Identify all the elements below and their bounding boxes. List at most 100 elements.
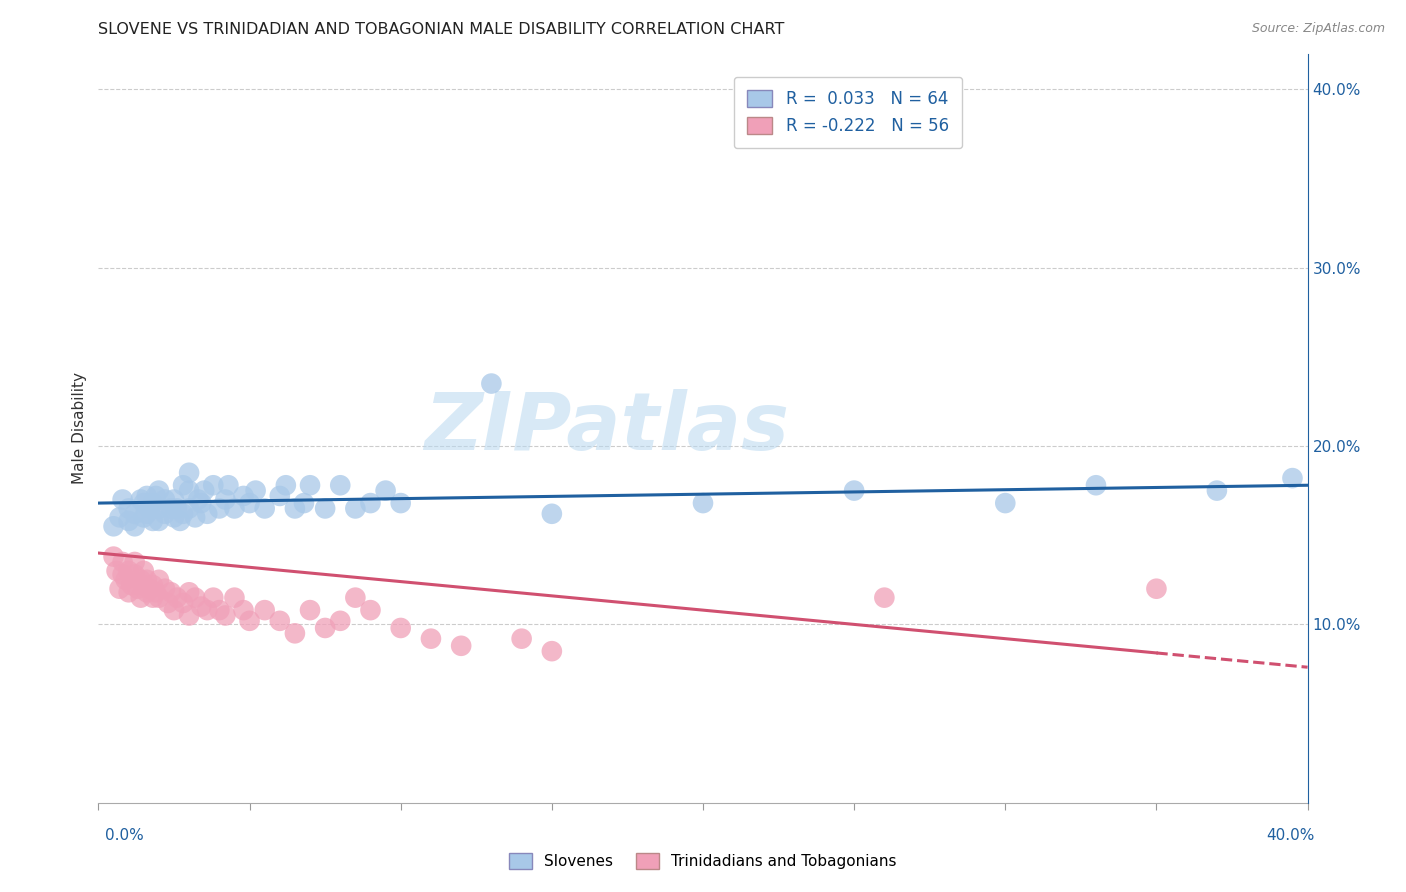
Point [208, 603, 231, 617]
Point [142, 578, 165, 592]
Point [253, 603, 276, 617]
Point [129, 591, 152, 605]
Point [540, 507, 562, 521]
Point [135, 489, 157, 503]
Point [153, 507, 176, 521]
Point [127, 582, 149, 596]
Point [389, 496, 412, 510]
Point [139, 501, 162, 516]
Point [224, 501, 246, 516]
Point [172, 507, 194, 521]
Point [208, 501, 231, 516]
Point [132, 564, 155, 578]
Point [292, 496, 315, 510]
Point [132, 510, 155, 524]
Point [142, 514, 165, 528]
Point [142, 591, 165, 605]
Point [124, 507, 146, 521]
Point [118, 514, 141, 528]
Point [145, 585, 167, 599]
Legend: R =  0.033   N = 64, R = -0.222   N = 56: R = 0.033 N = 64, R = -0.222 N = 56 [734, 77, 962, 148]
Point [148, 483, 170, 498]
Point [217, 478, 239, 492]
Point [284, 501, 307, 516]
Point [105, 564, 128, 578]
Point [148, 501, 170, 516]
Point [160, 501, 183, 516]
Point [344, 501, 367, 516]
Point [148, 591, 170, 605]
Point [179, 483, 201, 498]
Point [169, 514, 191, 528]
Point [202, 478, 225, 492]
Point [179, 501, 201, 516]
Point [232, 603, 254, 617]
Point [124, 519, 146, 533]
Point [994, 496, 1017, 510]
Point [153, 492, 176, 507]
Point [103, 519, 125, 533]
Point [481, 376, 503, 391]
Point [232, 489, 254, 503]
Point [389, 621, 412, 635]
Point [195, 507, 218, 521]
Point [190, 599, 212, 614]
Point [108, 510, 131, 524]
Point [844, 483, 866, 498]
Point [214, 608, 236, 623]
Point [329, 478, 352, 492]
Point [179, 466, 201, 480]
Point [195, 603, 218, 617]
Point [135, 573, 157, 587]
Point [124, 567, 146, 582]
Point [239, 496, 262, 510]
Point [873, 591, 896, 605]
Point [118, 501, 141, 516]
Point [156, 596, 179, 610]
Point [374, 483, 396, 498]
Point [166, 501, 188, 516]
Point [214, 492, 236, 507]
Point [132, 578, 155, 592]
Text: 0.0%: 0.0% [105, 828, 145, 843]
Point [179, 585, 201, 599]
Point [193, 483, 215, 498]
Point [139, 582, 162, 596]
Point [118, 585, 141, 599]
Point [184, 510, 207, 524]
Point [450, 639, 472, 653]
Point [135, 507, 157, 521]
Point [172, 478, 194, 492]
Point [111, 555, 134, 569]
Point [163, 603, 186, 617]
Point [129, 573, 152, 587]
Point [224, 591, 246, 605]
Text: SLOVENE VS TRINIDADIAN AND TOBAGONIAN MALE DISABILITY CORRELATION CHART: SLOVENE VS TRINIDADIAN AND TOBAGONIAN MA… [98, 22, 785, 37]
Point [202, 591, 225, 605]
Point [274, 478, 297, 492]
Point [1206, 483, 1229, 498]
Point [187, 492, 209, 507]
Point [540, 644, 562, 658]
Point [284, 626, 307, 640]
Point [1144, 582, 1167, 596]
Point [145, 489, 167, 503]
Point [121, 578, 143, 592]
Text: 40.0%: 40.0% [1267, 828, 1315, 843]
Point [344, 591, 367, 605]
Point [329, 614, 352, 628]
Point [132, 496, 155, 510]
Point [510, 632, 533, 646]
Point [148, 514, 170, 528]
Point [108, 582, 131, 596]
Point [184, 591, 207, 605]
Point [163, 510, 186, 524]
Point [1085, 478, 1108, 492]
Legend: Slovenes, Trinidadians and Tobagonians: Slovenes, Trinidadians and Tobagonians [503, 847, 903, 875]
Point [172, 596, 194, 610]
Point [135, 585, 157, 599]
Point [160, 585, 183, 599]
Text: ZIPatlas: ZIPatlas [423, 389, 789, 467]
Point [190, 496, 212, 510]
Point [239, 614, 262, 628]
